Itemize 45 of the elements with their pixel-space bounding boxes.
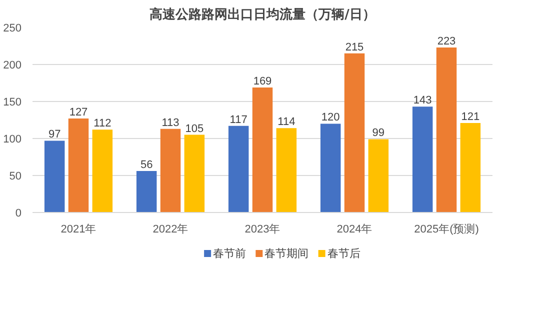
legend-label: 春节期间 [264,247,309,260]
data-label: 117 [230,114,248,126]
x-tick-label: 2021年 [60,224,96,236]
data-label: 99 [372,127,385,140]
x-tick-label: 2023年 [244,224,280,236]
bar [412,106,433,212]
data-label: 127 [69,106,88,119]
data-label: 215 [345,41,364,54]
bar [160,128,181,212]
bar [68,118,89,212]
y-tick-label: 250 [3,22,22,34]
data-label: 169 [253,75,272,88]
bar [368,139,389,212]
legend-label: 春节前 [213,247,246,260]
y-tick-label: 50 [9,170,22,182]
bar [460,122,481,212]
bar [252,87,273,212]
data-label: 114 [278,116,296,128]
bar [320,124,341,212]
data-label: 223 [437,35,456,48]
data-label: 56 [140,159,153,172]
x-tick-label: 2025年(预测) [414,224,479,236]
bar [228,126,249,212]
bar [136,171,157,212]
y-tick-label: 200 [3,60,22,72]
x-tick-label: 2024年 [336,224,372,236]
data-label: 113 [162,116,180,129]
y-tick-label: 100 [3,134,22,146]
legend-label: 春节后 [327,247,360,260]
y-tick-label: 0 [15,208,22,220]
chart-title: 高速公路路网出口日均流量（万辆/日） [150,6,376,22]
data-label: 121 [461,110,480,123]
bar [44,140,65,212]
bar [184,134,205,212]
data-label: 120 [321,112,340,124]
bar [92,130,113,212]
x-tick-label: 2022年 [152,224,188,236]
data-label: 97 [48,128,61,141]
bar [436,47,457,212]
bar [344,53,365,212]
data-label: 143 [413,94,432,107]
y-tick-label: 150 [3,96,22,108]
bar [276,128,297,212]
data-label: 112 [94,118,112,130]
data-label: 105 [185,122,204,135]
